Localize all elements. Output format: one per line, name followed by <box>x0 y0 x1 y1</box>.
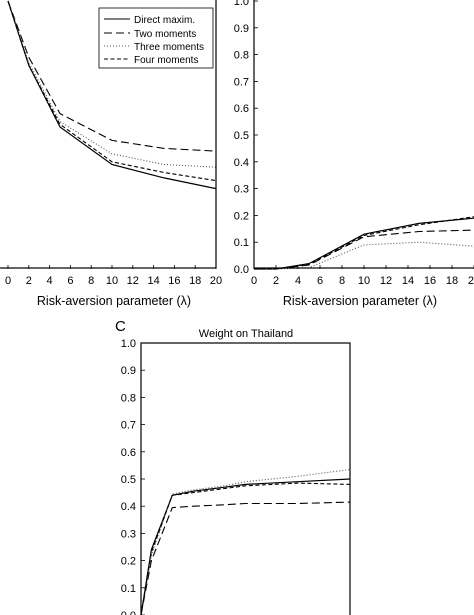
panel-a-lines <box>7 0 217 190</box>
panel-a-series-direct-maxim <box>7 0 217 190</box>
panel-c-series-two-moments <box>140 501 351 615</box>
panel-c-frame <box>140 342 351 615</box>
panel-b-x-tick-label: 8 <box>339 275 345 287</box>
panel-c-series-three-moments <box>140 468 351 615</box>
panel-c: C Weight on Thailand 0.00.10.20.30.40.50… <box>115 318 351 615</box>
panel-b-x-tick-label: 14 <box>402 275 414 287</box>
panel-c-letter: C <box>115 318 126 335</box>
legend-label-three-moments: Three moments <box>134 42 204 53</box>
panel-a-x-tick-label: 4 <box>47 275 53 287</box>
panel-c-y-tick-label: 0.9 <box>121 365 136 377</box>
panel-c-y-tick-label: 0.5 <box>121 474 136 486</box>
panel-b-y-tick-label: 0.6 <box>234 103 249 115</box>
panel-c-y-tick-label: 0.4 <box>121 501 136 513</box>
panel-a-x-tick-label: 0 <box>5 275 11 287</box>
panel-b-series-three-moments <box>254 241 474 270</box>
panel-b-y-tick-label: 0.8 <box>234 50 249 62</box>
panel-b-series-four-moments <box>254 216 474 270</box>
panel-b-series-direct-maxim <box>254 217 474 270</box>
panel-b-frame <box>253 0 474 269</box>
panel-b-x-tick-label: 20 <box>468 275 474 287</box>
panel-b-x-tick-label: 4 <box>295 275 301 287</box>
panel-b-x-tick-label: 0 <box>251 275 257 287</box>
panel-b-y-tick-label: 0.1 <box>234 237 249 249</box>
panel-a-x-tick-label: 6 <box>67 275 73 287</box>
panel-b-y-tick-label: 0.0 <box>234 264 249 276</box>
panel-b-y-tick-label: 1.0 <box>234 0 249 8</box>
legend-label-four-moments: Four moments <box>134 55 198 66</box>
panel-c-series-direct-maxim <box>140 478 351 615</box>
panel-b-lines <box>254 216 474 270</box>
panel-b-y-tick-label: 0.4 <box>234 157 249 169</box>
panel-c-y-ticks: 0.0 0.1 0.2 0.3 0.4 0.5 0.6 0.7 0.8 0.9 1.0 <box>121 338 145 615</box>
panel-b-x-tick-label: 6 <box>317 275 323 287</box>
panel-b-x-tick-label: 12 <box>380 275 392 287</box>
panel-a-x-axis-label: Risk-aversion parameter (λ) <box>37 294 191 308</box>
legend-label-two-moments: Two moments <box>134 29 196 40</box>
panel-c-y-tick-label: 0.0 <box>121 610 136 615</box>
panel-a-x-tick-label: 8 <box>88 275 94 287</box>
panel-b-x-tick-label: 16 <box>424 275 436 287</box>
legend-box <box>98 7 214 69</box>
panel-b-y-tick-label: 0.5 <box>234 130 249 142</box>
panel-c-y-tick-label: 1.0 <box>121 338 136 350</box>
panel-b-x-axis-label: Risk-aversion parameter (λ) <box>283 294 437 308</box>
panel-b-y-ticks: 0.0 0.1 0.2 0.3 0.4 0.5 0.6 0.7 0.8 0.9 1.0 <box>234 0 258 276</box>
panel-a-x-tick-label: 14 <box>147 275 159 287</box>
panel-b-y-tick-label: 0.9 <box>234 23 249 35</box>
panel-a-x-ticks: 0 2 4 6 8 10 12 14 16 18 20 <box>5 265 222 287</box>
panel-a-x-tick-label: 10 <box>106 275 118 287</box>
panel-c-y-tick-label: 0.7 <box>121 420 136 432</box>
panel-c-series-four-moments <box>140 482 351 615</box>
panel-a-x-tick-label: 16 <box>168 275 180 287</box>
panel-b: 0.0 0.1 0.2 0.3 0.4 0.5 0.6 0.7 0.8 0.9 1.0 0 2 4 6 8 1… <box>234 0 474 308</box>
panel-b-y-tick-label: 0.3 <box>234 184 249 196</box>
legend-label-direct-maxim: Direct maxim. <box>134 15 195 26</box>
panel-c-y-tick-label: 0.3 <box>121 528 136 540</box>
panel-a-series-four-moments <box>7 0 217 182</box>
panel-b-y-tick-label: 0.2 <box>234 210 249 222</box>
panel-a-series-two-moments <box>7 0 217 152</box>
panel-a: 0 2 4 6 8 10 12 14 16 18 20 Risk-aversion paramete… <box>0 0 222 308</box>
panel-a-x-tick-label: 12 <box>127 275 139 287</box>
legend: Direct maxim. Two moments Three moments … <box>98 7 214 69</box>
panel-b-y-tick-label: 0.7 <box>234 76 249 88</box>
panel-c-title: Weight on Thailand <box>199 328 293 340</box>
panel-a-x-tick-label: 18 <box>189 275 201 287</box>
panel-a-series-three-moments <box>7 0 217 168</box>
panel-a-x-tick-label: 2 <box>26 275 32 287</box>
panel-a-x-tick-label: 20 <box>210 275 222 287</box>
panel-b-x-tick-label: 10 <box>358 275 370 287</box>
panel-b-x-tick-label: 18 <box>446 275 458 287</box>
panel-b-x-ticks: 0 2 4 6 8 10 12 14 16 18 20 <box>251 265 474 287</box>
panel-c-y-tick-label: 0.2 <box>121 556 136 568</box>
panel-b-x-tick-label: 2 <box>273 275 279 287</box>
panel-c-lines <box>140 468 351 615</box>
panel-c-y-tick-label: 0.6 <box>121 447 136 459</box>
panel-a-frame <box>0 0 217 269</box>
panel-c-y-tick-label: 0.8 <box>121 392 136 404</box>
panel-c-y-tick-label: 0.1 <box>121 583 136 595</box>
